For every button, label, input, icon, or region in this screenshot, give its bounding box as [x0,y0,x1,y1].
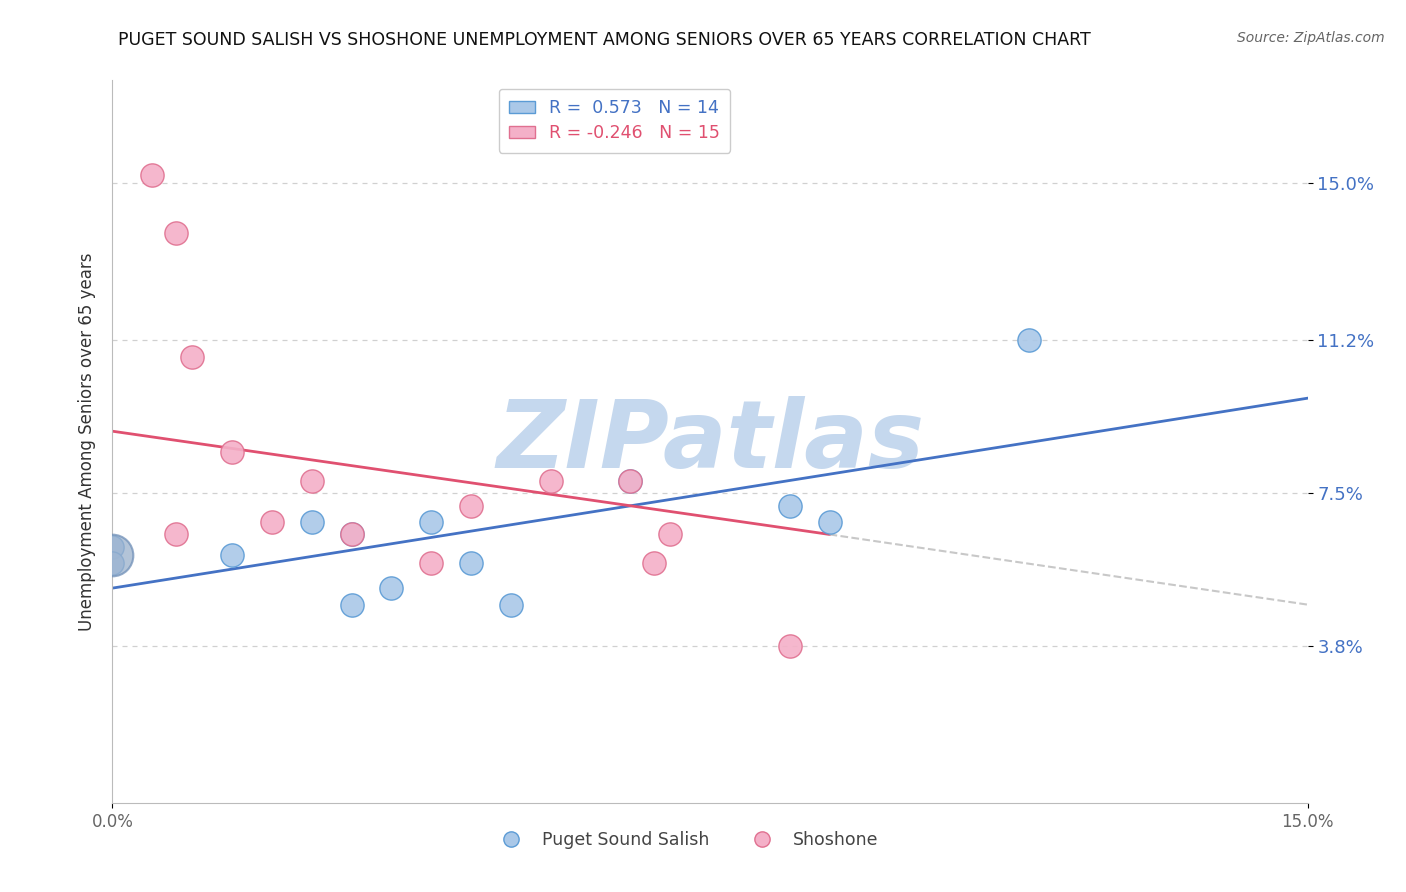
Point [340,598,363,612]
Point [221,445,243,459]
Point [619,474,641,488]
Point [301,515,323,529]
Point [1018,334,1040,348]
Point [101,557,124,571]
Point [301,474,323,488]
Y-axis label: Unemployment Among Seniors over 65 years: Unemployment Among Seniors over 65 years [77,252,96,631]
Point [101,540,124,554]
Point [779,499,801,513]
Point [181,350,204,364]
Point [165,226,187,240]
Point [818,515,841,529]
Point [643,557,665,571]
Point [380,581,402,595]
Point [340,527,363,541]
Point [540,474,562,488]
Point [460,557,482,571]
Text: ZIPatlas: ZIPatlas [496,395,924,488]
Point [221,548,243,562]
Point [340,527,363,541]
Text: Source: ZipAtlas.com: Source: ZipAtlas.com [1237,31,1385,45]
Text: PUGET SOUND SALISH VS SHOSHONE UNEMPLOYMENT AMONG SENIORS OVER 65 YEARS CORRELAT: PUGET SOUND SALISH VS SHOSHONE UNEMPLOYM… [118,31,1091,49]
Point [260,515,283,529]
Point [420,515,443,529]
Point [460,499,482,513]
Point [499,598,522,612]
Point [659,527,682,541]
Legend: Puget Sound Salish, Shoshone: Puget Sound Salish, Shoshone [486,823,886,855]
Point [420,557,443,571]
Point [101,548,124,562]
Point [619,474,641,488]
Point [165,527,187,541]
Point [779,639,801,653]
Point [141,168,163,182]
